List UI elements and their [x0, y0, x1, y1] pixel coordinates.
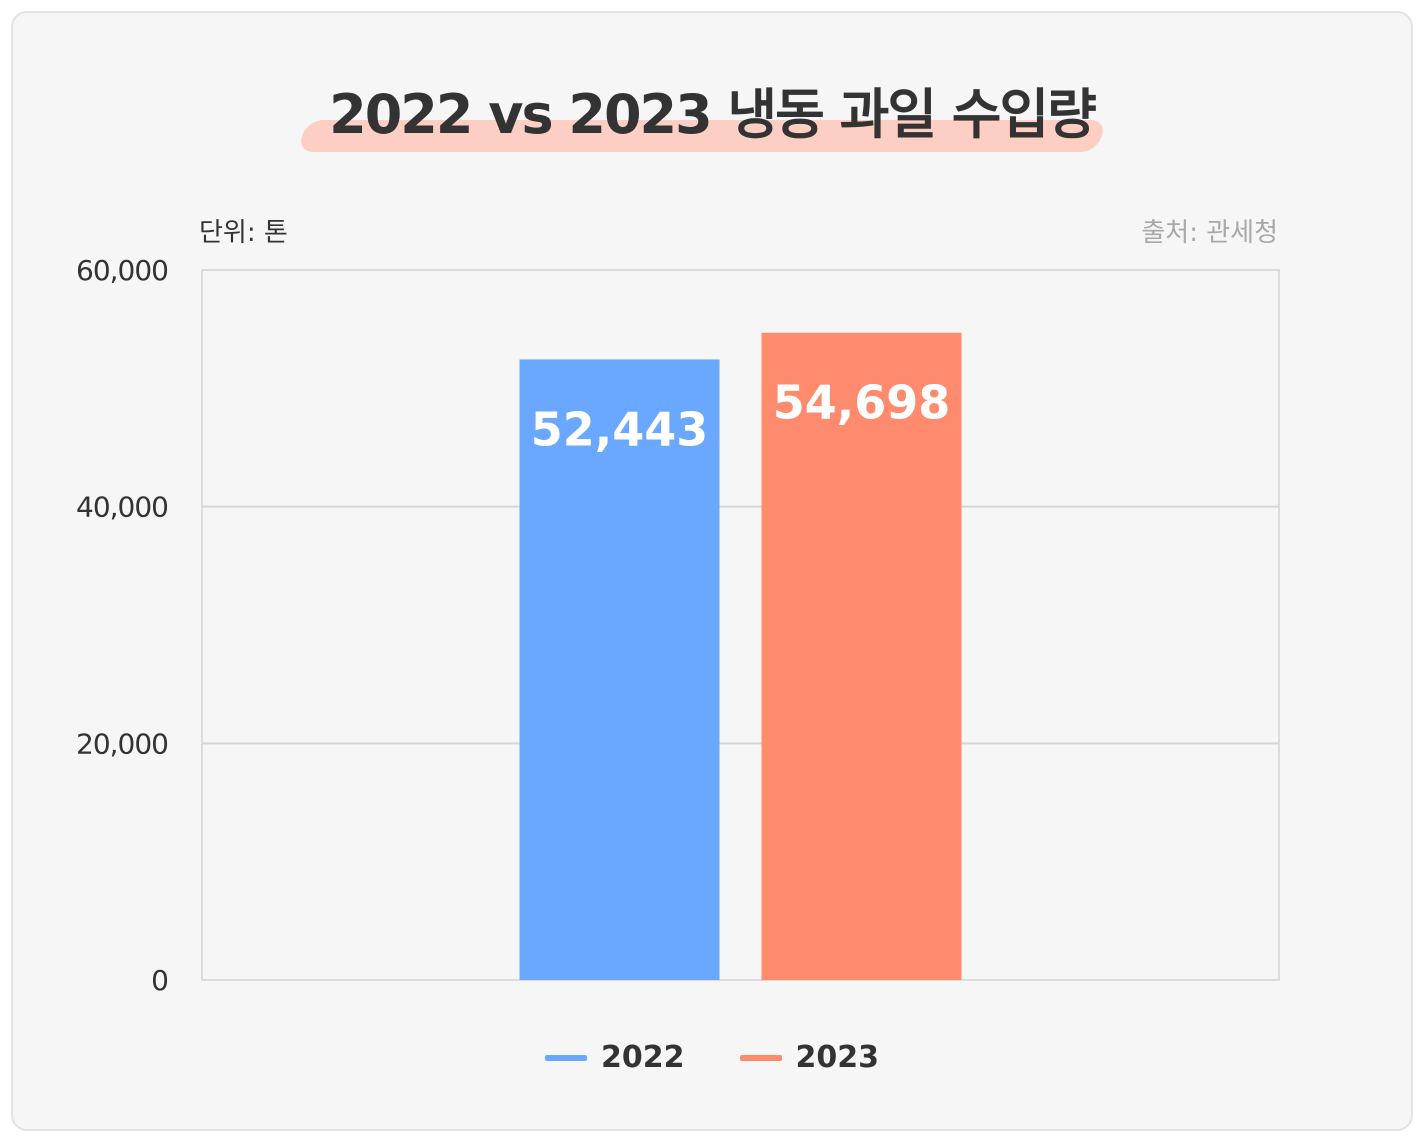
unit-label: 단위: 톤: [199, 218, 288, 248]
legend-item-2023: 2023: [739, 1040, 880, 1075]
bar-2022: [519, 359, 720, 980]
bar-value-label-2023: 54,698: [773, 376, 951, 430]
y-tick-label: 40,000: [76, 491, 168, 524]
legend-swatch-2022: [544, 1054, 587, 1061]
legend-swatch-2023: [739, 1054, 782, 1061]
chart-title: 2022 vs 2023 냉동 과일 수입량: [329, 83, 1097, 146]
legend-label-2023: 2023: [795, 1040, 880, 1075]
legend-item-2022: 2022: [544, 1040, 685, 1075]
legend-label-2022: 2022: [600, 1040, 685, 1075]
source-label: 출처: 관세청: [1141, 218, 1278, 248]
plot-frame: [201, 269, 1280, 981]
bar-value-label-2022: 52,443: [531, 402, 709, 456]
bar-2023: [761, 332, 962, 980]
y-tick-label: 20,000: [76, 727, 168, 760]
legend: 2022 2023: [0, 1040, 1424, 1075]
y-tick-label: 60,000: [76, 254, 168, 287]
y-tick-label: 0: [151, 964, 168, 997]
